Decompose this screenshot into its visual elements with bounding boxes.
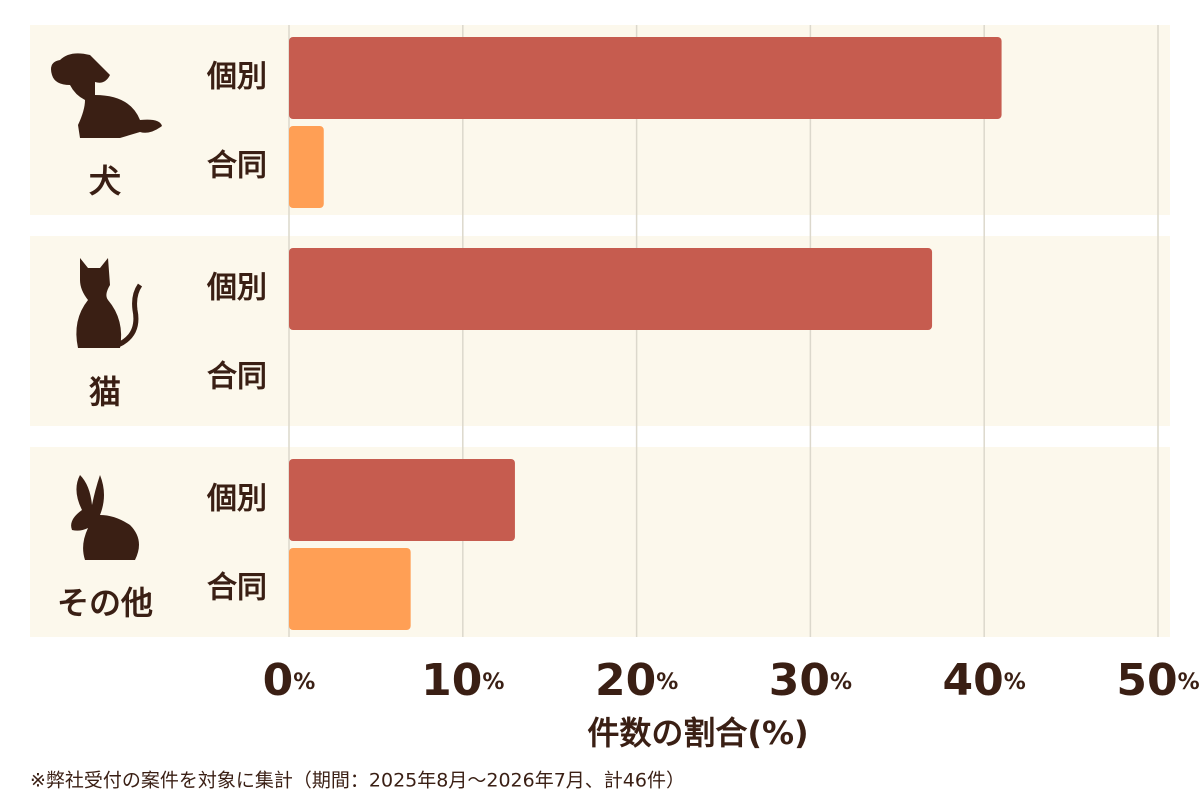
tick-unit: % (830, 670, 852, 695)
x-tick-label: 50% (1116, 655, 1199, 706)
series-label: 合同 (207, 571, 267, 606)
tick-number: 10 (421, 655, 482, 706)
footnote: ※弊社受付の案件を対象に集計（期間：2025年8月〜2026年7月、計46件） (30, 770, 685, 792)
tick-unit: % (1004, 670, 1026, 695)
tick-number: 20 (595, 655, 656, 706)
rabbit-icon (71, 475, 139, 560)
category-label: その他 (57, 584, 153, 622)
bar (289, 459, 515, 541)
tick-unit: % (482, 670, 504, 695)
x-tick-label: 20% (595, 655, 678, 706)
x-tick-label: 0% (263, 655, 316, 706)
tick-number: 40 (943, 655, 1004, 706)
bar (289, 248, 933, 330)
tick-number: 30 (769, 655, 830, 706)
category-label: 犬 (89, 162, 121, 200)
tick-number: 0 (263, 655, 294, 706)
x-tick-label: 30% (769, 655, 852, 706)
cat-icon (76, 258, 143, 348)
series-label: 合同 (207, 149, 267, 184)
tick-unit: % (656, 670, 678, 695)
series-label: 個別 (206, 60, 267, 95)
panel (30, 447, 1170, 637)
series-label: 個別 (206, 482, 267, 517)
x-axis-title: 件数の割合(%) (587, 714, 808, 752)
series-label: 合同 (207, 360, 267, 395)
bar (289, 548, 411, 630)
x-tick-label: 10% (421, 655, 504, 706)
dog-icon (51, 53, 162, 139)
bar (289, 126, 324, 208)
series-label: 個別 (206, 271, 267, 306)
tick-unit: % (1178, 670, 1200, 695)
x-tick-label: 40% (943, 655, 1026, 706)
tick-unit: % (293, 670, 315, 695)
bar (289, 37, 1002, 119)
tick-number: 50 (1116, 655, 1177, 706)
category-label: 猫 (89, 373, 121, 411)
